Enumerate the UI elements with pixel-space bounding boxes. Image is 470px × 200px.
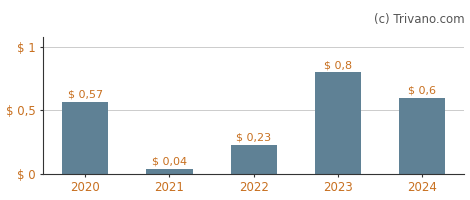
- Bar: [62, 102, 109, 174]
- Bar: [146, 169, 193, 174]
- Text: $ 0,57: $ 0,57: [68, 90, 103, 100]
- Text: (c) Trivano.com: (c) Trivano.com: [374, 13, 464, 26]
- Text: $ 0,23: $ 0,23: [236, 133, 271, 143]
- Text: $ 0,6: $ 0,6: [408, 86, 436, 96]
- Text: $ 0,04: $ 0,04: [152, 157, 187, 167]
- Text: $ 0,8: $ 0,8: [324, 60, 352, 70]
- Bar: [315, 72, 361, 174]
- Bar: [399, 98, 445, 174]
- Bar: [231, 145, 277, 174]
